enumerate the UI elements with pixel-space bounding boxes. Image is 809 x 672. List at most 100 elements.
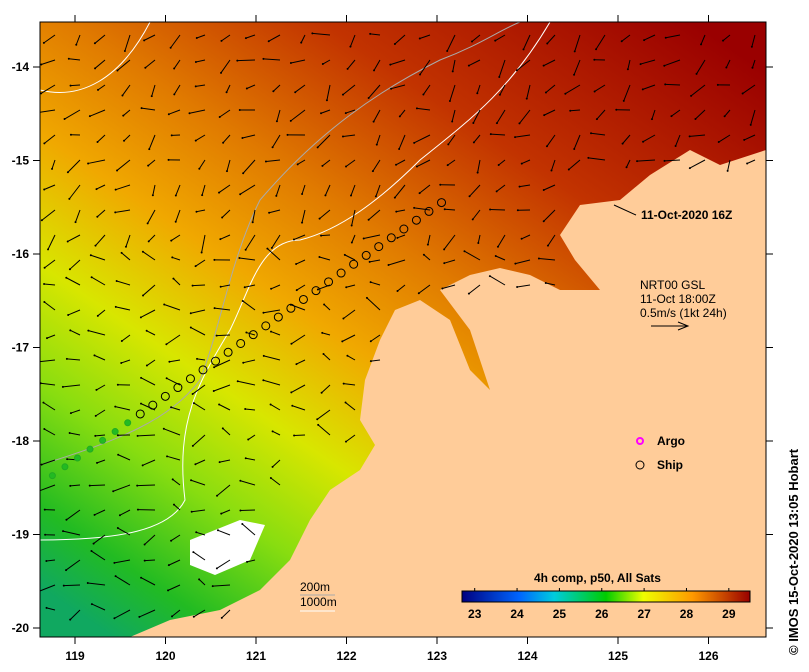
current-arrow	[495, 255, 506, 261]
current-arrow	[725, 59, 731, 68]
current-arrow	[546, 134, 556, 147]
current-arrow	[245, 408, 256, 411]
current-arrow	[468, 59, 481, 67]
current-arrow	[521, 234, 531, 240]
current-arrow	[372, 159, 381, 172]
current-arrow	[201, 184, 206, 196]
current-arrow	[344, 254, 356, 261]
current-arrow	[468, 284, 481, 295]
current-arrow	[689, 134, 706, 137]
current-arrow	[193, 402, 206, 411]
current-arrow	[114, 609, 131, 619]
plot-frame	[39, 21, 767, 638]
current-arrow	[343, 383, 356, 386]
current-arrow	[296, 284, 306, 291]
current-arrow	[418, 284, 431, 294]
current-arrow	[388, 259, 406, 266]
current-arrow	[272, 134, 281, 148]
current-arrow	[198, 159, 206, 170]
current-arrow	[116, 280, 131, 286]
current-arrow	[272, 459, 281, 468]
current-arrow	[751, 34, 756, 47]
current-arrow	[422, 84, 431, 95]
ship-observation	[223, 347, 233, 357]
current-arrow	[490, 133, 506, 136]
current-arrow	[90, 254, 106, 261]
current-arrow	[146, 330, 156, 336]
current-arrow	[543, 209, 556, 222]
current-arrow	[170, 406, 181, 411]
current-arrow	[270, 404, 281, 411]
current-arrow	[220, 284, 231, 288]
lat-tick-label: -14	[12, 60, 30, 74]
current-arrow	[139, 609, 156, 618]
current-arrow	[75, 34, 81, 45]
current-arrow	[69, 432, 81, 436]
current-arrow	[263, 379, 281, 386]
current-arrow	[267, 248, 281, 261]
current-scale-arrow-icon	[651, 321, 690, 331]
current-arrow	[588, 157, 606, 161]
current-arrow	[370, 33, 381, 36]
current-arrow	[220, 234, 231, 240]
current-arrow	[196, 358, 206, 361]
current-arrow	[69, 609, 81, 621]
colorbar-title: 4h comp, p50, All Sats	[534, 571, 661, 585]
current-arrow	[119, 509, 131, 516]
current-arrow	[115, 184, 131, 191]
current-arrow	[472, 109, 481, 124]
current-arrow	[168, 559, 181, 566]
current-arrow	[523, 34, 531, 50]
current-arrow	[270, 284, 281, 290]
lat-tick-label: -20	[12, 621, 30, 635]
current-arrow	[242, 134, 256, 139]
current-arrow	[220, 59, 231, 74]
current-arrow	[67, 309, 81, 316]
current-arrow	[471, 34, 481, 42]
current-arrow	[665, 34, 681, 39]
current-arrow	[151, 84, 156, 97]
current-arrow	[270, 331, 281, 336]
current-arrow	[419, 34, 431, 39]
current-arrow	[722, 34, 731, 41]
current-arrow	[263, 58, 281, 61]
current-arrow	[239, 184, 256, 195]
current-arrow	[347, 355, 356, 361]
current-arrow	[173, 84, 181, 95]
current-arrow	[390, 84, 406, 90]
current-arrow	[198, 578, 206, 586]
current-arrow	[239, 257, 256, 261]
current-arrow	[350, 184, 356, 196]
current-arrow	[95, 234, 106, 247]
current-arrow	[324, 184, 331, 196]
current-arrow	[91, 276, 106, 286]
current-arrow	[89, 109, 106, 117]
current-arrow	[419, 59, 431, 75]
current-arrow	[195, 459, 206, 465]
ship-observation	[111, 428, 119, 436]
colorbar-tick-label: 28	[680, 607, 694, 621]
current-arrow	[40, 382, 56, 386]
ship-observation	[86, 445, 94, 453]
current-arrow	[675, 134, 681, 147]
current-arrow	[89, 484, 106, 487]
current-arrow	[66, 509, 81, 521]
current-arrow	[543, 109, 556, 116]
lon-tick-label: 123	[427, 649, 447, 663]
current-arrow	[671, 109, 681, 117]
current-arrow	[191, 509, 206, 513]
ship-observation	[386, 233, 396, 243]
current-arrow	[240, 509, 256, 512]
current-arrow	[219, 459, 231, 463]
current-arrow	[414, 207, 431, 211]
current-arrow	[265, 159, 281, 162]
current-arrow	[423, 254, 431, 261]
lon-tick-label: 124	[517, 649, 537, 663]
current-arrow	[345, 434, 356, 443]
current-arrow	[168, 109, 181, 115]
current-arrow	[375, 184, 381, 197]
current-arrow	[590, 132, 606, 136]
current-arrow	[140, 577, 156, 586]
ship-legend-icon	[635, 460, 645, 470]
current-arrow	[175, 184, 181, 196]
